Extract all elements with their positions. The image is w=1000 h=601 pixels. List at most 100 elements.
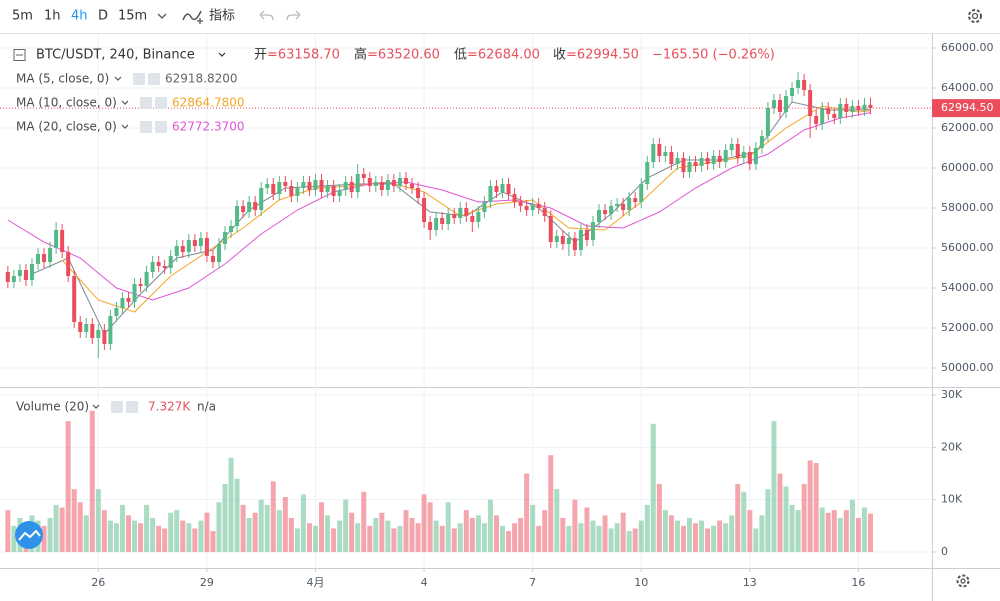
ma-value: 62772.3700 xyxy=(172,120,245,134)
ma-visibility-button[interactable] xyxy=(133,73,145,85)
candle-body xyxy=(36,254,41,264)
y-tick-label: 10K xyxy=(941,493,963,506)
interval-button[interactable]: D xyxy=(98,9,108,24)
volume-bar xyxy=(867,513,873,552)
volume-bar xyxy=(560,517,566,552)
candle-body xyxy=(108,316,113,344)
volume-dropdown[interactable] xyxy=(92,404,100,409)
interval-button[interactable]: 15m xyxy=(118,9,147,24)
volume-bar xyxy=(481,523,487,552)
volume-bar xyxy=(723,523,729,552)
candle-body xyxy=(307,182,312,190)
candle-body xyxy=(295,188,300,196)
ma-settings-button[interactable] xyxy=(155,121,167,133)
undo-button[interactable] xyxy=(259,10,274,21)
candle-body xyxy=(578,230,583,250)
volume-bar xyxy=(457,523,463,552)
candle-body xyxy=(434,218,439,230)
ma-dropdown[interactable] xyxy=(114,76,122,81)
volume-bar xyxy=(415,523,421,552)
volume-bar xyxy=(475,515,481,552)
candle-body xyxy=(60,230,65,252)
candle-body xyxy=(48,248,53,262)
candle-body xyxy=(403,178,408,184)
legend: BTC/USDT, 240, Binance −165.50 (−0.26%) … xyxy=(13,47,775,414)
candle-body xyxy=(216,244,221,262)
ma-visibility-button[interactable] xyxy=(140,97,152,109)
volume-visibility-button[interactable] xyxy=(111,401,123,413)
volume-bar xyxy=(469,517,475,552)
volume-bar xyxy=(409,517,415,552)
volume-bar xyxy=(343,499,349,552)
candle-body xyxy=(241,206,246,212)
last-price-label: 62994.50 xyxy=(941,101,994,114)
candle-body xyxy=(868,104,873,109)
x-tick-label: 4月 xyxy=(306,576,324,589)
symbol-dropdown[interactable] xyxy=(218,52,226,57)
volume-bar xyxy=(512,523,518,552)
interval-button[interactable]: 5m xyxy=(12,9,33,24)
volume-bar xyxy=(306,523,312,552)
volume-bar xyxy=(861,507,867,552)
y-tick-label: 64000.00 xyxy=(941,81,994,94)
volume-bar xyxy=(584,507,590,552)
volume-bar xyxy=(819,507,825,552)
ma-settings-button[interactable] xyxy=(155,97,167,109)
candle-body xyxy=(54,230,59,248)
interval-button[interactable]: 1h xyxy=(44,9,61,24)
volume-bar xyxy=(590,520,596,552)
ma-visibility-button[interactable] xyxy=(140,121,152,133)
candle-body xyxy=(753,148,758,164)
volume-bar xyxy=(777,473,783,552)
volume-bar xyxy=(493,515,499,552)
candle-body xyxy=(530,204,535,210)
volume-bar xyxy=(536,525,542,552)
candle-body xyxy=(410,184,415,188)
volume-bar xyxy=(325,515,331,552)
candle-body xyxy=(17,270,22,276)
candle-body xyxy=(681,158,686,172)
candle-body xyxy=(204,238,209,256)
volume-bar xyxy=(180,520,186,552)
time-settings-button[interactable] xyxy=(956,574,970,588)
candle-body xyxy=(138,284,143,286)
volume-bar xyxy=(626,531,632,552)
volume-settings-button[interactable] xyxy=(126,401,138,413)
volume-bar xyxy=(674,520,680,552)
candle-body xyxy=(259,188,264,210)
ma-settings-button[interactable] xyxy=(148,73,160,85)
last-price-badge xyxy=(932,99,1000,118)
y-tick-label: 0 xyxy=(941,545,948,558)
candle-body xyxy=(548,216,553,242)
ma-name: MA (20, close, 0) xyxy=(16,120,117,134)
volume-bar xyxy=(717,520,723,552)
ohlc-value: =63158.70 xyxy=(267,48,340,63)
candle-body xyxy=(29,264,34,280)
candle-body xyxy=(162,266,167,268)
volume-bar xyxy=(89,410,95,552)
volume-bar xyxy=(319,502,325,552)
volume-ma-value: n/a xyxy=(197,400,216,414)
candle-body xyxy=(494,186,499,192)
marks xyxy=(0,72,932,552)
candle-body xyxy=(675,158,680,164)
volume-bar xyxy=(632,528,638,552)
volume-bar xyxy=(699,520,705,552)
interval-button[interactable]: 4h xyxy=(71,9,88,24)
candle-body xyxy=(186,240,191,252)
candle-body xyxy=(687,162,692,172)
settings-button[interactable] xyxy=(968,9,982,23)
ma-dropdown[interactable] xyxy=(121,100,129,105)
redo-button[interactable] xyxy=(286,10,301,21)
candle-body xyxy=(355,174,360,192)
candle-body xyxy=(554,236,559,242)
candle-body xyxy=(597,210,602,222)
candle-body xyxy=(428,222,433,230)
x-tick-label: 13 xyxy=(743,576,757,589)
ma-dropdown[interactable] xyxy=(121,124,129,129)
indicator-icon[interactable] xyxy=(182,10,202,21)
volume-bar xyxy=(524,473,530,552)
interval-dropdown[interactable] xyxy=(157,13,167,19)
indicator-button[interactable]: 指标 xyxy=(209,9,235,24)
volume-bar xyxy=(747,510,753,552)
